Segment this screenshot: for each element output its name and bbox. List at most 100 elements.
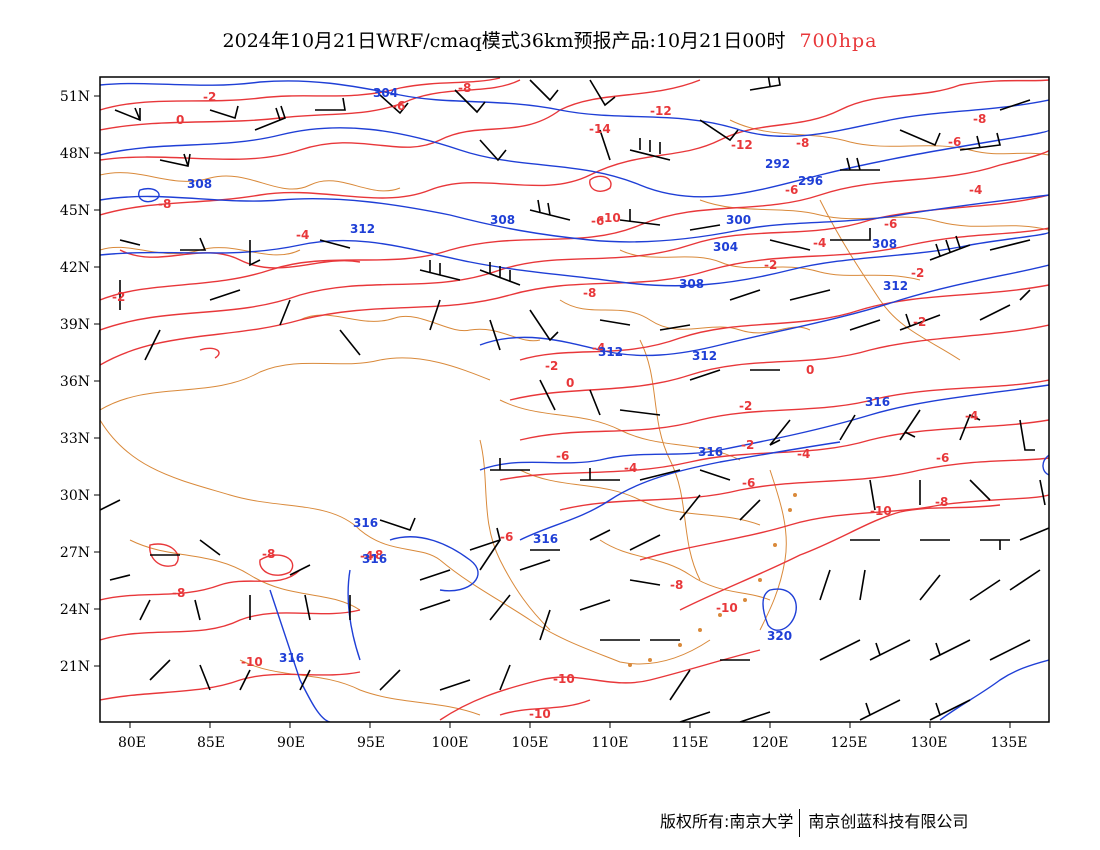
temp-label: -4	[360, 549, 373, 563]
temp-label: -10	[529, 707, 551, 721]
y-tick-label: 27N	[60, 545, 90, 561]
height-label: 312	[692, 349, 717, 363]
temp-label: -6	[742, 476, 755, 490]
y-tick-label: 45N	[60, 203, 90, 219]
temp-label: -4	[592, 341, 605, 355]
height-label: 292	[765, 157, 790, 171]
height-labels: 304 308 312 308 300 304 292 296 308 312 …	[187, 86, 908, 665]
x-tick-label: 120E	[752, 735, 789, 751]
temp-label: -4	[797, 447, 810, 461]
temp-label: -2	[545, 359, 558, 373]
x-tick-label: 100E	[432, 735, 469, 751]
temp-label: 0	[566, 376, 574, 390]
temp-label: 0	[176, 113, 184, 127]
temp-label: -2	[764, 258, 777, 272]
x-tick-labels: 80E 85E 90E 95E 100E 105E 110E 115E 120E…	[118, 735, 1028, 751]
y-tick-labels: 51N 48N 45N 42N 39N 36N 33N 30N 27N 24N …	[60, 89, 90, 675]
temp-label: -12	[731, 138, 753, 152]
height-label: 304	[713, 240, 738, 254]
temp-label: -10	[870, 504, 892, 518]
temp-label: -6	[500, 530, 513, 544]
height-contours	[100, 80, 1049, 722]
height-label: 308	[872, 237, 897, 251]
copyright-university: 南京大学	[729, 812, 794, 831]
height-label: 320	[767, 629, 792, 643]
temp-label: -8	[973, 112, 986, 126]
height-label: 312	[598, 345, 623, 359]
temp-label: -6	[948, 135, 961, 149]
border-lines	[100, 119, 1049, 716]
temp-label: -8	[796, 136, 809, 150]
temp-label: -2	[739, 399, 752, 413]
temp-label: -8	[670, 578, 683, 592]
temp-label: -10	[716, 601, 738, 615]
y-tick-label: 51N	[60, 89, 90, 105]
x-tick-label: 135E	[991, 735, 1028, 751]
x-tick-label: 130E	[911, 735, 948, 751]
temp-label: -8	[158, 197, 171, 211]
height-label: 312	[350, 222, 375, 236]
x-tick-label: 85E	[197, 735, 225, 751]
y-tick-label: 48N	[60, 146, 90, 162]
wind-barbs	[100, 77, 1049, 722]
title-main: 2024年10月21日WRF/cmaq模式36km预报产品:10月21日00时	[222, 30, 786, 52]
temp-label: -10	[553, 672, 575, 686]
temp-label: -2	[911, 266, 924, 280]
title-level: 700hpa	[799, 30, 878, 52]
temp-label: -14	[589, 122, 611, 136]
x-tick-label: 80E	[118, 735, 146, 751]
y-tick-label: 30N	[60, 488, 90, 504]
x-tick-label: 95E	[357, 735, 385, 751]
height-label: 312	[883, 279, 908, 293]
temp-label: -6	[785, 183, 798, 197]
temp-label: -4	[969, 183, 982, 197]
height-label: 316	[353, 516, 378, 530]
temp-label: -8	[458, 81, 471, 95]
copyright-prefix: 版权所有:	[660, 812, 730, 831]
x-tick-label: 115E	[672, 735, 709, 751]
temp-label: -2	[112, 290, 125, 304]
credits-divider	[799, 808, 801, 837]
temp-label: -10	[241, 655, 263, 669]
temp-label: -6	[556, 449, 569, 463]
height-label: 300	[726, 213, 751, 227]
y-tick-label: 36N	[60, 374, 90, 390]
y-tick-label: 42N	[60, 260, 90, 276]
plot-frame	[99, 76, 1050, 723]
x-tick-label: 90E	[277, 735, 305, 751]
temp-label: -2	[203, 90, 216, 104]
temp-label: -8	[172, 586, 185, 600]
temp-label: -2	[913, 315, 926, 329]
height-label: 296	[798, 174, 823, 188]
temp-label: -4	[624, 461, 637, 475]
temp-label: -6	[884, 217, 897, 231]
temp-label: -8	[370, 548, 383, 562]
height-label: 308	[679, 277, 704, 291]
temp-label: -8	[935, 495, 948, 509]
temperature-contours	[100, 77, 1049, 721]
temp-label: -10	[599, 211, 621, 225]
y-tick-label: 24N	[60, 602, 90, 618]
temp-label: -8	[583, 286, 596, 300]
height-label: 316	[533, 532, 558, 546]
temp-label: -6	[392, 99, 405, 113]
coastline-islands	[628, 493, 797, 667]
y-tick-label: 21N	[60, 659, 90, 675]
temp-label: -4	[813, 236, 826, 250]
temp-label: -4	[965, 409, 978, 423]
height-label: 316	[865, 395, 890, 409]
x-tick-label: 110E	[592, 735, 629, 751]
height-label: 308	[187, 177, 212, 191]
temp-label: -2	[741, 438, 754, 452]
y-tick-label: 39N	[60, 317, 90, 333]
x-tick-label: 105E	[512, 735, 549, 751]
x-tick-label: 125E	[831, 735, 868, 751]
temp-label: -6	[591, 214, 604, 228]
temp-label: 0	[806, 363, 814, 377]
y-tick-label: 33N	[60, 431, 90, 447]
copyright-company: 南京创蓝科技有限公司	[808, 812, 969, 831]
height-label: 316	[698, 445, 723, 459]
temp-label: -4	[296, 228, 309, 242]
temp-label: -12	[650, 104, 672, 118]
